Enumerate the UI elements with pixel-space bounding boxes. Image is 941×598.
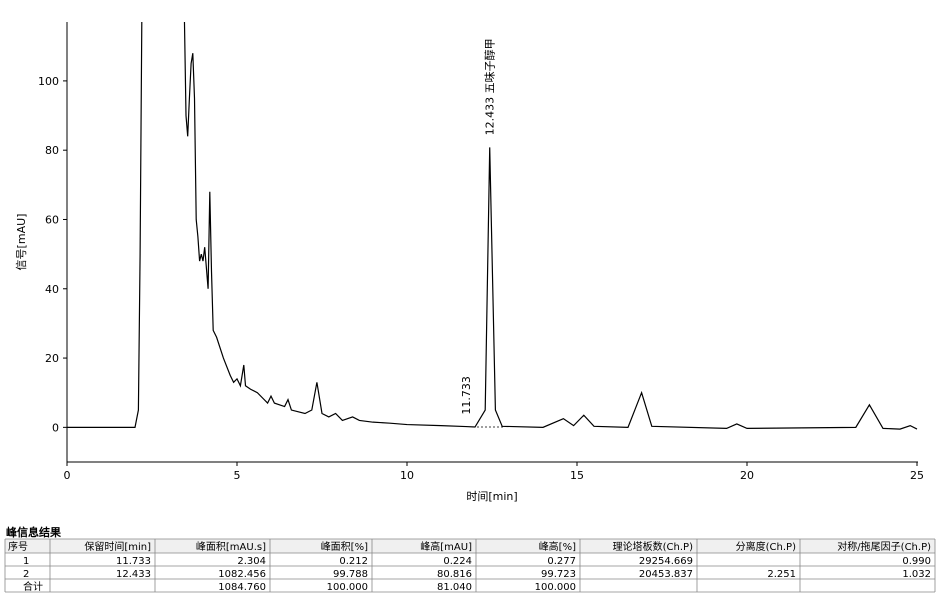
x-tick-label: 20	[740, 469, 754, 482]
table-cell: 2	[23, 569, 29, 580]
y-tick-label: 60	[45, 213, 59, 226]
table-header-cell: 峰高[%]	[539, 540, 576, 553]
table-header-cell: 峰面积[mAU.s]	[196, 541, 266, 553]
table-cell: 12.433	[116, 569, 151, 580]
table-cell: 0.224	[443, 556, 472, 567]
table-cell: 合计	[23, 580, 43, 593]
x-axis-label: 时间[min]	[466, 490, 517, 503]
table-cell: 99.788	[333, 569, 368, 580]
table-cell: 20453.837	[639, 569, 693, 580]
y-tick-label: 100	[38, 75, 59, 88]
x-tick-label: 0	[64, 469, 71, 482]
table-header-cell: 峰高[mAU]	[420, 540, 472, 553]
table-cell: 29254.669	[639, 556, 693, 567]
table-header-cell: 峰面积[%]	[321, 541, 368, 553]
table-header-cell: 序号	[8, 540, 28, 553]
table-cell: 1084.760	[218, 582, 266, 593]
table-cell: 1	[23, 556, 29, 567]
table-header-cell: 分离度(Ch.P)	[736, 540, 796, 553]
table-cell: 80.816	[437, 569, 472, 580]
table-cell: 1082.456	[218, 569, 266, 580]
table-cell: 11.733	[116, 556, 151, 567]
x-tick-label: 15	[570, 469, 584, 482]
table-cell: 0.212	[339, 556, 368, 567]
table-cell: 2.304	[237, 556, 266, 567]
peak-label: 11.733	[460, 376, 473, 415]
table-cell: 1.032	[902, 569, 931, 580]
y-tick-label: 40	[45, 283, 59, 296]
table-header-bg	[5, 539, 935, 553]
y-axis-label: 信号[mAU]	[15, 214, 28, 271]
table-title: 峰信息结果	[6, 525, 61, 539]
table-cell: 81.040	[437, 582, 472, 593]
table: 序号 保留时间[min] 峰面积[mAU.s] 峰面积[%] 峰高[mAU] 峰高[%] 理…	[4, 538, 936, 593]
signal-trace	[67, 22, 918, 430]
table-header-cell: 对称/拖尾因子(Ch.P)	[837, 540, 931, 553]
y-tick-label: 0	[52, 421, 59, 434]
x-tick-label: 5	[234, 469, 241, 482]
table-header-cell: 保留时间[min]	[84, 540, 151, 553]
table-cell: 0.277	[547, 556, 576, 567]
peak-label: 12.433 五味子醇甲	[483, 38, 497, 135]
x-tick-label: 10	[400, 469, 414, 482]
table-cell: 100.000	[535, 582, 576, 593]
table-cell: 99.723	[541, 569, 576, 580]
x-tick-label: 25	[910, 469, 924, 482]
y-tick-label: 80	[45, 144, 59, 157]
table-header-cell: 理论塔板数(Ch.P)	[613, 540, 693, 553]
table-cell: 0.990	[902, 556, 931, 567]
table-cell: 100.000	[327, 582, 368, 593]
table-cell: 2.251	[767, 569, 796, 580]
y-tick-label: 20	[45, 352, 59, 365]
